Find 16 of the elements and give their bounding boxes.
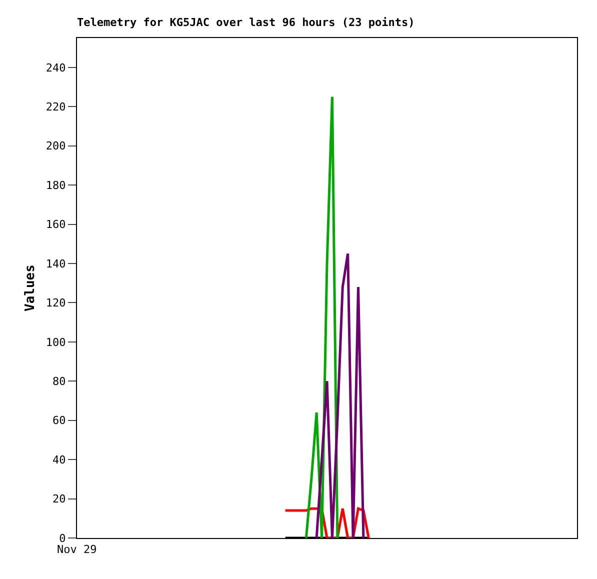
y-tick-label: 100 [46, 336, 66, 349]
y-tick-label: 200 [46, 140, 66, 153]
y-tick-label: 40 [52, 453, 66, 466]
y-tick-label: 20 [52, 492, 66, 506]
y-axis-title: Values [22, 264, 38, 312]
chart-title: Telemetry for KG5JAC over last 96 hours (23 points) [77, 16, 415, 29]
y-tick-label: 220 [46, 100, 66, 114]
y-tick-label: 180 [46, 178, 66, 192]
y-tick-label: 160 [46, 218, 66, 232]
y-tick-label: 120 [46, 296, 66, 310]
y-tick-label: 140 [46, 257, 66, 270]
y-tick-label: 240 [46, 61, 66, 74]
text: Nov 29 [57, 543, 97, 556]
y-tick-label: 0 [59, 532, 66, 545]
y-tick-label: 60 [52, 414, 66, 428]
y-tick-label: 80 [52, 374, 66, 388]
